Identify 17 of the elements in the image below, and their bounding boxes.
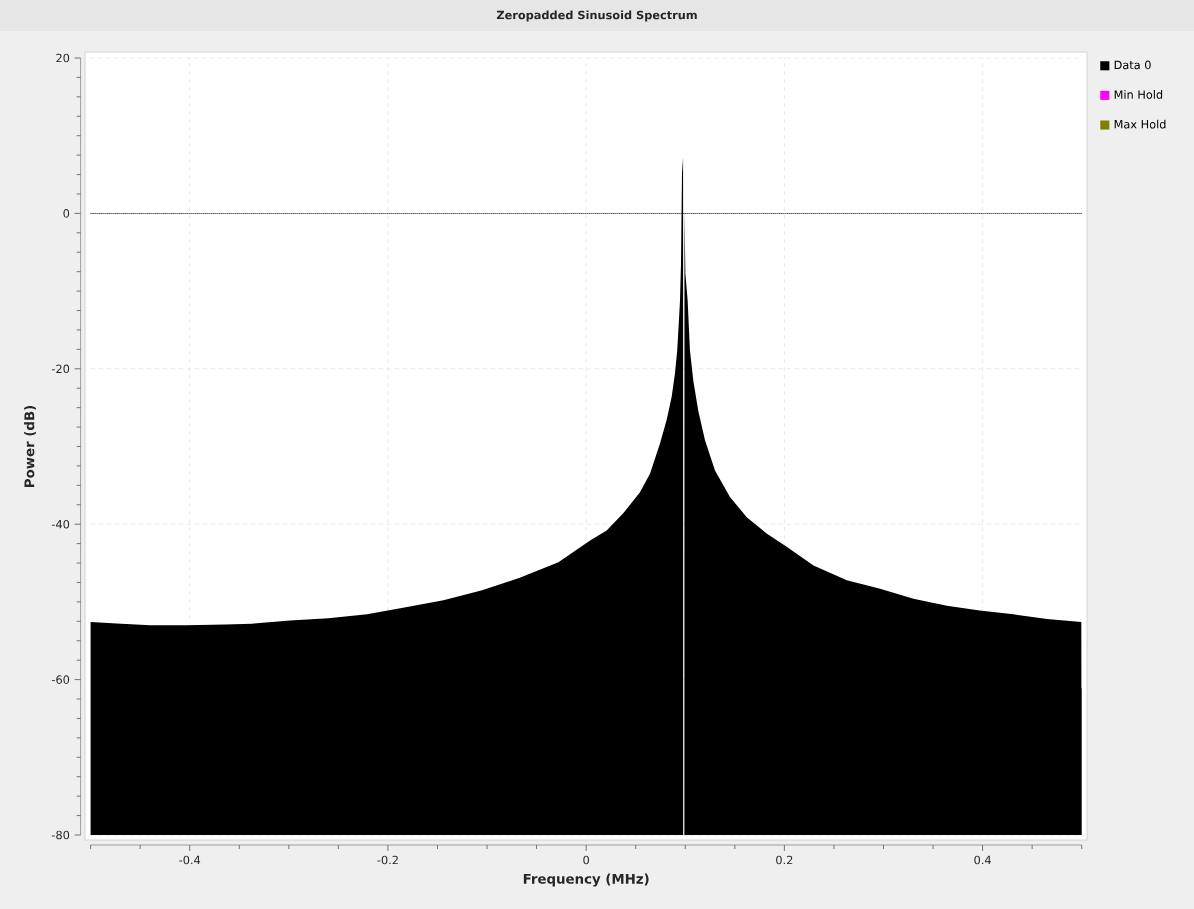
chart-title: Zeropadded Sinusoid Spectrum bbox=[496, 10, 697, 22]
y-tick-label: 0 bbox=[63, 209, 70, 218]
y-tick-label: -80 bbox=[51, 830, 70, 840]
x-tick-label: 0.2 bbox=[776, 855, 793, 865]
y-tick-label: -20 bbox=[51, 364, 70, 374]
y-tick-label: -40 bbox=[51, 519, 70, 529]
y-tick-label: -60 bbox=[51, 675, 70, 684]
x-tick-label: -0.4 bbox=[179, 855, 201, 865]
x-tick-label: 0 bbox=[583, 855, 590, 865]
legend-label: Min Hold bbox=[1114, 90, 1163, 99]
legend-label: Max Hold bbox=[1114, 119, 1166, 129]
y-axis-title: Power (dB) bbox=[24, 405, 36, 487]
legend-label: Data 0 bbox=[1114, 60, 1151, 70]
x-tick-label: 0.4 bbox=[974, 855, 991, 865]
y-tick-label: 20 bbox=[56, 53, 70, 63]
x-tick-label: -0.2 bbox=[377, 855, 398, 865]
x-axis-title: Frequency (MHz) bbox=[523, 873, 649, 887]
